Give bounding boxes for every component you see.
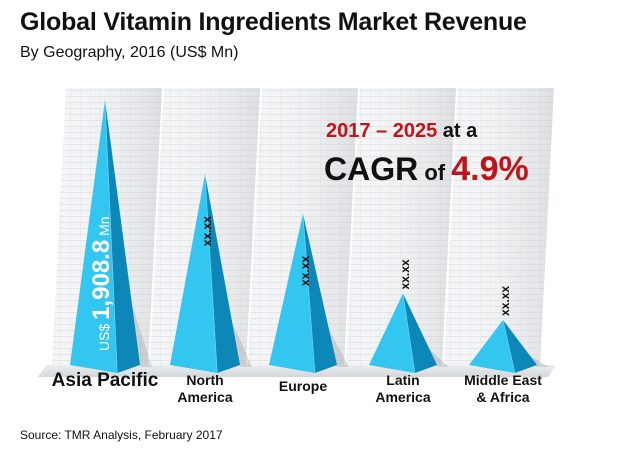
cagr-statement: CAGR of 4.9%	[324, 150, 529, 189]
pyramid-latin-america	[369, 293, 449, 374]
category-label: Asia Pacific	[52, 370, 159, 391]
cagr-at-a: at a	[437, 120, 478, 142]
category-label: Latin America	[375, 372, 430, 405]
cagr-period: 2017 – 2025 at a	[326, 120, 477, 143]
source-note: Source: TMR Analysis, February 2017	[20, 428, 223, 442]
cagr-of: of	[418, 160, 452, 185]
value-label: xx.xx	[298, 256, 312, 286]
pyramid-asia-pacific	[70, 99, 152, 374]
value-label: xx.xx	[498, 286, 512, 316]
value-label: xx.xx	[200, 216, 214, 246]
wall-panel	[444, 88, 554, 365]
cagr-period-years: 2017 – 2025	[326, 120, 438, 142]
pyramid-middle-east-africa	[469, 319, 549, 374]
value-label: xx.xx	[398, 259, 412, 289]
cagr-value: 4.9%	[451, 150, 529, 188]
pyramid-europe	[269, 213, 349, 374]
pyramid-north-america	[170, 174, 252, 374]
cagr-word: CAGR	[324, 151, 419, 187]
wall-panel	[346, 88, 456, 365]
category-label: Middle East & Africa	[464, 372, 542, 405]
chart-title: Global Vitamin Ingredients Market Revenu…	[20, 8, 527, 36]
category-label: North America	[177, 372, 232, 405]
chart-subtitle: By Geography, 2016 (US$ Mn)	[20, 44, 239, 61]
value-label-asia-pacific: US$ 1,908.8 Mn	[88, 216, 115, 351]
category-label: Europe	[279, 378, 327, 394]
